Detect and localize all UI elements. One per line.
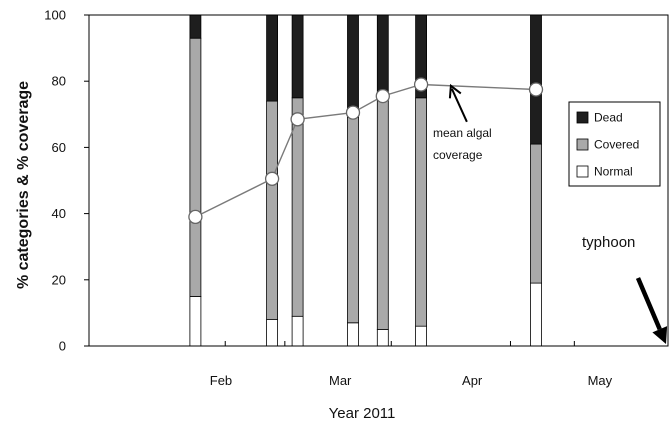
bar-0-covered	[189, 37, 202, 297]
typhoon-arrow-shaft	[635, 277, 662, 331]
typhoon-arrow-head	[652, 326, 668, 344]
mean-coverage-point-6	[528, 82, 544, 97]
bar-1-normal	[266, 319, 279, 347]
line-layer	[188, 77, 544, 225]
x-tick-label-may: May	[588, 373, 613, 388]
bar-3-dead	[347, 14, 359, 118]
mean-coverage-line	[195, 83, 537, 218]
bar-4-normal	[376, 328, 389, 347]
x-tick-label-feb: Feb	[210, 373, 232, 388]
mean-algal-arrow-shaft	[450, 88, 468, 123]
mean-coverage-point-2	[290, 112, 305, 127]
annotations: mean algal coverage typhoon	[433, 83, 668, 344]
typhoon-label: typhoon	[582, 234, 635, 251]
bar-2-normal	[291, 315, 304, 347]
y-tick-label-20: 20	[52, 272, 66, 287]
bar-0-dead	[189, 14, 202, 39]
plot-frame	[88, 14, 669, 347]
bars-layer	[189, 14, 542, 347]
mean-algal-label-line-1: coverage	[433, 148, 483, 162]
y-tick-label-100: 100	[44, 8, 66, 23]
y-tick-label-0: 0	[59, 339, 66, 354]
y-tick-label-60: 60	[52, 140, 66, 155]
x-tick-label-apr: Apr	[462, 373, 483, 388]
x-axis-label: Year 2011	[329, 405, 396, 422]
bar-1-dead	[266, 14, 279, 102]
bar-0-normal	[189, 295, 202, 347]
legend-label-dead: Dead	[594, 111, 623, 125]
bar-6-covered	[530, 143, 542, 284]
bar-2-dead	[291, 14, 304, 99]
bar-2-covered	[291, 97, 304, 317]
y-axis-label: % categories & % coverage	[15, 81, 32, 289]
axes-layer: 0 20 40 60 80 100 Feb Mar Apr May	[44, 8, 612, 389]
legend: Dead Covered Normal	[568, 101, 661, 187]
bar-3-normal	[347, 322, 359, 347]
bar-4-dead	[376, 14, 389, 99]
mean-coverage-point-0	[188, 209, 203, 225]
bar-5-normal	[415, 325, 428, 347]
bar-6-normal	[530, 282, 542, 347]
mean-coverage-point-4	[375, 88, 390, 104]
bar-4-covered	[376, 97, 389, 330]
y-tick-label-80: 80	[52, 74, 66, 89]
legend-label-normal: Normal	[594, 165, 633, 179]
bar-1-covered	[266, 100, 279, 320]
bar-5-covered	[415, 97, 428, 327]
mean-coverage-point-1	[264, 171, 280, 186]
mean-coverage-point-5	[413, 77, 429, 92]
mean-algal-arrow-head	[448, 83, 462, 99]
legend-label-covered: Covered	[594, 138, 639, 152]
x-tick-label-mar: Mar	[329, 373, 352, 388]
legend-swatch-dead	[576, 111, 589, 124]
mean-coverage-point-3	[345, 105, 361, 120]
mean-algal-label-line-0: mean algal	[433, 126, 492, 140]
y-tick-label-40: 40	[52, 206, 66, 221]
legend-swatch-covered	[576, 138, 589, 151]
bar-3-covered	[347, 117, 359, 324]
legend-swatch-normal	[576, 165, 589, 178]
bar-6-dead	[530, 14, 542, 145]
